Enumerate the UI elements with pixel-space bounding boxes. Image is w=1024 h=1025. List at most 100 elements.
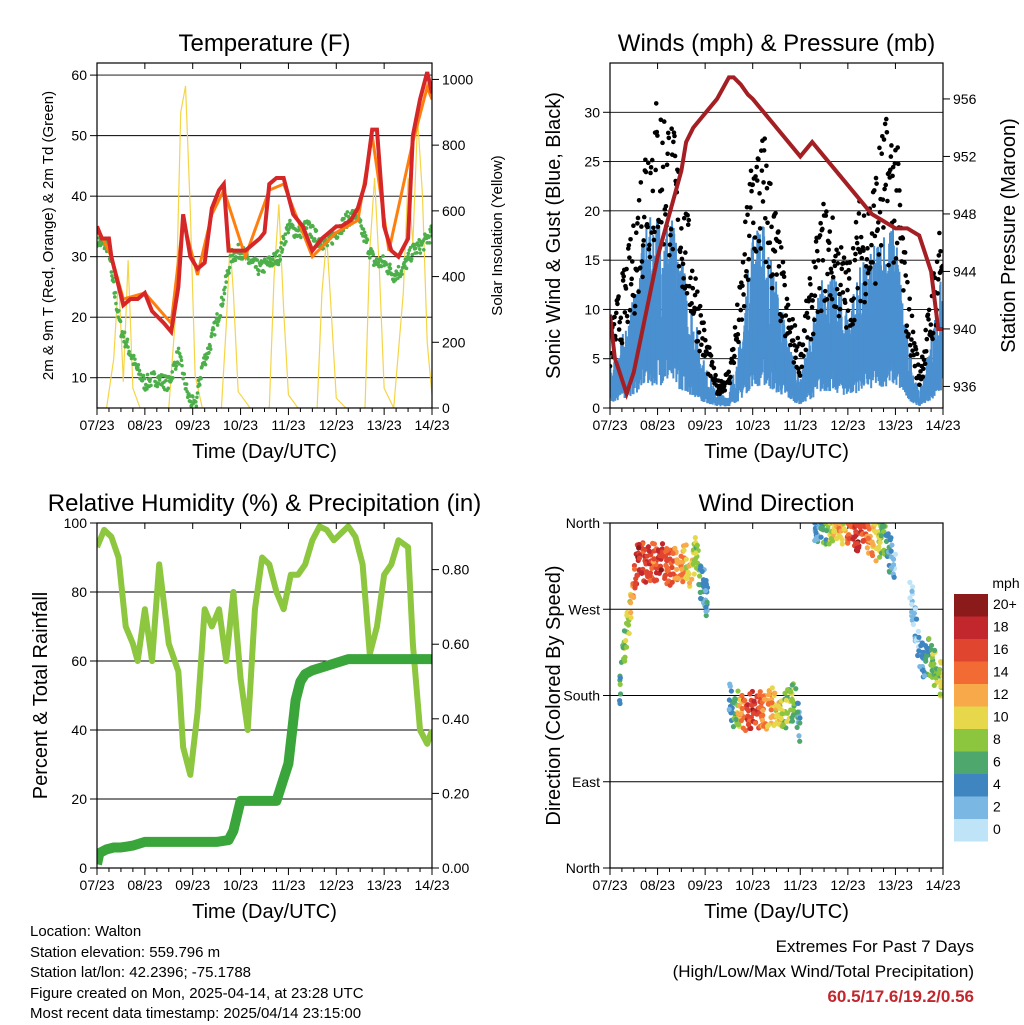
wind-gust-point — [873, 281, 878, 286]
wind-direction-point — [846, 536, 852, 542]
wind-gust-point — [872, 233, 878, 239]
wind-gust-point — [873, 175, 879, 181]
wind-gust-point — [809, 292, 814, 298]
colorbar-swatch — [954, 639, 988, 662]
dewpoint-point — [177, 351, 182, 356]
dewpoint-point — [367, 256, 372, 260]
wind-gust-point — [853, 219, 859, 225]
y2-tick-label: 0 — [442, 400, 450, 416]
wind-gust-point — [671, 139, 676, 145]
wind-gust-point — [841, 255, 847, 260]
dewpoint-point — [358, 218, 363, 223]
wind-direction-point — [931, 661, 937, 667]
wind-direction-point — [726, 697, 732, 703]
y-axis-label: Direction (Colored By Speed) — [543, 565, 565, 825]
wind-gust-point — [872, 188, 877, 193]
dewpoint-point — [109, 270, 114, 274]
wind-gust-point — [624, 313, 630, 319]
wind-direction-point — [794, 700, 801, 706]
wind-direction-point — [740, 725, 746, 731]
wind-gust-point — [697, 348, 702, 354]
wind-gust-point — [897, 202, 903, 208]
wind-gust-point — [911, 340, 917, 346]
wind-direction-point — [818, 525, 824, 531]
wind-direction-point — [638, 570, 645, 576]
colorbar-label: 16 — [993, 641, 1009, 657]
dewpoint-point — [193, 410, 197, 414]
wind-gust-point — [695, 338, 701, 344]
dewpoint-point — [193, 400, 198, 404]
wind-direction-point — [790, 707, 797, 714]
wind-gust-point — [763, 259, 769, 265]
wind-gust-point — [748, 205, 753, 210]
wind-gust-point — [746, 256, 752, 262]
wind-direction-point — [697, 573, 703, 579]
wind-gust-point — [734, 336, 740, 341]
wind-gust-point — [903, 273, 909, 278]
dewpoint-point — [427, 235, 431, 240]
wind-gust-point — [663, 204, 669, 209]
wind-gust-point — [640, 274, 645, 280]
extremes-values: 60.5/17.6/19.2/0.56 — [827, 987, 974, 1006]
wind-gust-point — [804, 310, 810, 316]
wind-gust-point — [769, 285, 775, 291]
dewpoint-point — [184, 387, 188, 391]
dewpoint-point — [312, 237, 317, 241]
wind-direction-point — [669, 564, 675, 571]
colorbar-swatch — [954, 684, 988, 707]
dewpoint-point — [218, 313, 223, 318]
wind-direction-point — [651, 541, 658, 547]
wind-gust-point — [742, 252, 748, 257]
wind-gust-point — [910, 348, 915, 353]
dewpoint-point — [197, 383, 202, 387]
wind-gust-point — [669, 126, 674, 131]
dewpoint-point — [262, 270, 266, 274]
wind-gust-point — [865, 246, 870, 251]
y2-tick-label: 0.60 — [442, 636, 469, 652]
wind-gust-point — [643, 157, 648, 163]
wind-gust-point — [685, 222, 691, 227]
wind-direction-point — [751, 698, 757, 704]
info-recent: Most recent data timestamp: 2025/04/14 2… — [30, 1005, 362, 1022]
dewpoint-point — [410, 252, 415, 257]
y-tick-label: 0 — [592, 400, 600, 416]
wind-gust-point — [884, 129, 890, 135]
wind-gust-point — [853, 251, 858, 257]
wind-gust-point — [904, 323, 910, 328]
y-tick-label: 40 — [71, 188, 87, 204]
wind-direction-point — [784, 710, 791, 716]
dewpoint-point — [384, 262, 389, 267]
wind-gust-point — [736, 339, 741, 345]
dewpoint-point — [256, 272, 261, 277]
colorbar-label: 2 — [993, 799, 1001, 815]
wind-direction-point — [769, 700, 775, 706]
dewpoint-point — [365, 238, 370, 242]
dewpoint-point — [271, 262, 276, 267]
wind-direction-point — [780, 722, 786, 728]
wind-gust-point — [818, 308, 824, 314]
dewpoint-point — [221, 298, 226, 302]
dewpoint-point — [126, 345, 130, 349]
x-tick-label: 07/23 — [592, 417, 627, 433]
wind-direction-point — [623, 638, 629, 644]
dewpoint-point — [179, 355, 183, 359]
wind-gust-point — [641, 214, 647, 220]
wind-direction-point — [649, 565, 655, 571]
wind-gust-point — [821, 201, 826, 207]
wind-direction-point — [911, 610, 917, 616]
y-tick-label: 10 — [71, 370, 87, 386]
dewpoint-point — [281, 236, 286, 241]
wind-gust-point — [852, 257, 858, 263]
wind-gust-point — [803, 347, 809, 353]
wind-direction-point — [685, 569, 691, 575]
colorbar-swatch — [954, 796, 988, 819]
wind-gust-point — [651, 237, 657, 243]
colorbar-label: 0 — [993, 821, 1001, 837]
wind-direction-point — [653, 577, 660, 583]
wind-direction-point — [703, 604, 709, 610]
wind-gust-point — [818, 220, 823, 226]
dewpoint-point — [379, 264, 384, 269]
dewpoint-point — [371, 252, 376, 257]
wind-gust-point — [726, 369, 732, 375]
dewpoint-point — [194, 404, 199, 408]
